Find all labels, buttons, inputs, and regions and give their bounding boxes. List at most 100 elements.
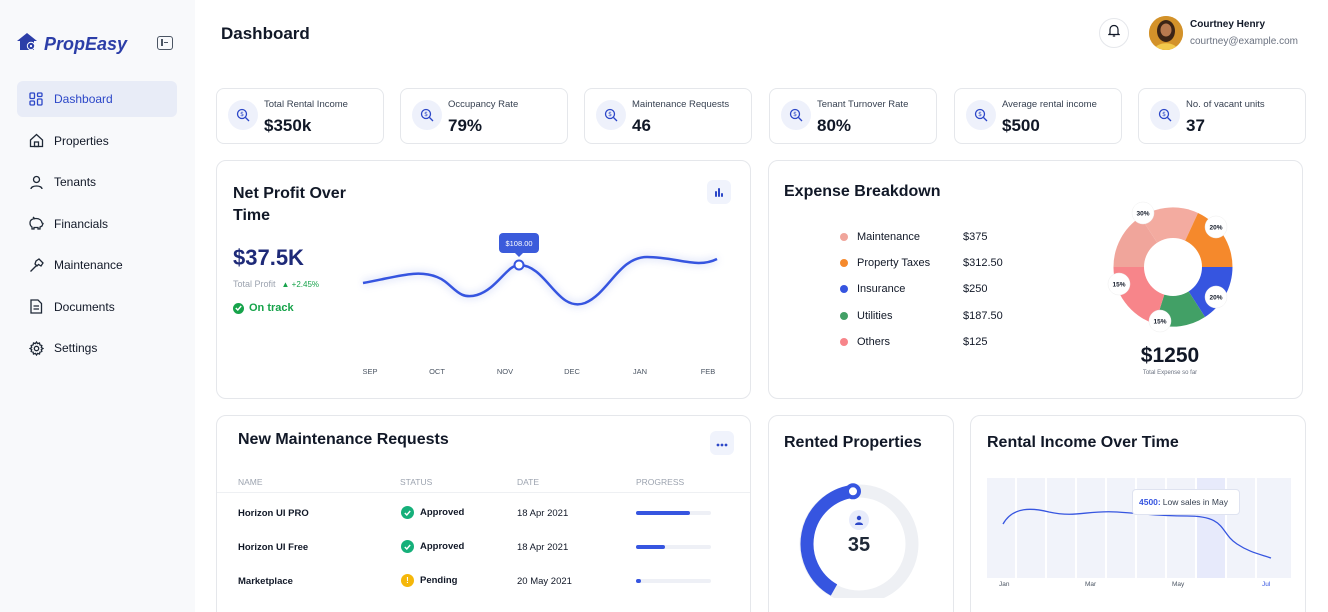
stat-card-vacant-units[interactable]: $ No. of vacant units 37 xyxy=(1138,88,1306,144)
month-label: NOV xyxy=(496,367,514,376)
gauge-fill-arc xyxy=(800,484,855,596)
net-profit-card: Net Profit Over Time $37.5K Total Profit… xyxy=(216,160,751,399)
sidebar-item-settings[interactable]: Settings xyxy=(17,330,177,366)
gear-icon xyxy=(28,340,44,356)
month-label: Jul xyxy=(1262,581,1271,588)
stat-card-tenant-turnover-rate[interactable]: $ Tenant Turnover Rate 80% xyxy=(769,88,937,144)
request-status: Approved xyxy=(401,506,464,519)
sidebar-item-properties[interactable]: Properties xyxy=(17,123,177,159)
warning-circle-icon: ! xyxy=(401,574,414,587)
rental-income-card: Rental Income Over Time 4500: Low sales … xyxy=(970,415,1306,612)
rented-properties-card: Rented Properties 35 xyxy=(768,415,954,612)
expense-name: Insurance xyxy=(857,283,906,295)
donut-slice-utilities xyxy=(1155,267,1205,327)
progress-bar xyxy=(636,579,711,583)
rented-value: 35 xyxy=(847,534,871,556)
sidebar-collapse-icon[interactable] xyxy=(157,36,173,50)
stat-value: $500 xyxy=(1002,116,1040,135)
month-label: SEP xyxy=(362,367,378,376)
progress-bar xyxy=(636,545,711,549)
maintenance-title: New Maintenance Requests xyxy=(238,431,449,448)
maintenance-requests-card: New Maintenance Requests NAME STATUS DAT… xyxy=(216,415,751,612)
column-header[interactable]: STATUS xyxy=(400,477,433,487)
month-label: JAN xyxy=(632,367,648,376)
svg-text:$: $ xyxy=(240,111,244,118)
user-email: courtney@example.com xyxy=(1190,36,1298,47)
rented-gauge xyxy=(799,483,919,598)
user-icon xyxy=(28,174,44,190)
request-status: ! Pending xyxy=(401,574,457,587)
sidebar-item-documents[interactable]: Documents xyxy=(17,289,177,325)
more-options-button[interactable] xyxy=(710,431,734,455)
table-divider xyxy=(217,492,750,493)
request-date: 18 Apr 2021 xyxy=(517,508,569,519)
sidebar-item-maintenance[interactable]: Maintenance xyxy=(17,247,177,283)
expense-value: $375 xyxy=(963,231,988,243)
brand-name: PropEasy xyxy=(44,34,128,54)
column-header[interactable]: DATE xyxy=(517,477,540,487)
search-dollar-icon: $ xyxy=(966,100,996,130)
sidebar-item-financials[interactable]: Financials xyxy=(17,206,177,242)
progress-bar xyxy=(636,511,711,515)
net-profit-tooltip: $108.00 xyxy=(499,233,539,257)
stat-card-total-rental-income[interactable]: $ Total Rental Income $350k xyxy=(216,88,384,144)
column-header[interactable]: NAME xyxy=(238,477,263,487)
stat-value: $350k xyxy=(264,116,312,135)
sidebar-item-dashboard[interactable]: Dashboard xyxy=(17,81,177,117)
search-dollar-icon: $ xyxy=(412,100,442,130)
stat-card-average-rental-income[interactable]: $ Average rental income $500 xyxy=(954,88,1122,144)
search-dollar-icon: $ xyxy=(1150,100,1180,130)
expense-name: Others xyxy=(857,336,891,348)
expense-value: $250 xyxy=(963,283,988,295)
svg-text:$: $ xyxy=(608,111,612,118)
rented-title: Rented Properties xyxy=(784,434,922,451)
svg-text:$: $ xyxy=(978,111,982,118)
brand-logo[interactable]: PropEasy xyxy=(16,32,127,57)
legend-dot xyxy=(840,285,848,293)
net-profit-change-value: +2.45% xyxy=(291,279,320,289)
avatar[interactable] xyxy=(1149,16,1183,50)
net-profit-value: $37.5K xyxy=(233,245,304,270)
request-status: Approved xyxy=(401,540,464,553)
net-profit-series-line xyxy=(362,255,718,306)
stat-value: 37 xyxy=(1186,116,1205,135)
stat-label: Maintenance Requests xyxy=(632,99,730,110)
month-label: Mar xyxy=(1085,581,1097,588)
net-profit-highlight-point xyxy=(513,259,525,271)
expense-title: Expense Breakdown xyxy=(784,183,941,200)
rental-income-tooltip: 4500: Low sales in May xyxy=(1132,489,1240,515)
sidebar-item-tenants[interactable]: Tenants xyxy=(17,164,177,200)
sidebar-nav: Dashboard Properties Tenants xyxy=(17,81,177,372)
bar-chart-icon[interactable] xyxy=(707,180,731,204)
notification-button[interactable] xyxy=(1099,18,1129,48)
search-dollar-icon: $ xyxy=(228,100,258,130)
sidebar-item-label: Tenants xyxy=(54,175,97,189)
hammer-icon xyxy=(28,257,44,273)
sidebar-item-label: Settings xyxy=(54,341,98,355)
legend-dot xyxy=(840,259,848,267)
home-icon xyxy=(28,133,44,149)
stat-value: 80% xyxy=(817,116,852,135)
document-icon xyxy=(28,299,44,315)
net-profit-title: Net Profit Over Time xyxy=(233,185,346,224)
user-name: Courtney Henry xyxy=(1190,19,1266,30)
stat-value: 79% xyxy=(448,116,483,135)
stat-label: Total Rental Income xyxy=(264,99,348,110)
slice-label: 20% xyxy=(1209,225,1222,232)
column-header[interactable]: PROGRESS xyxy=(636,477,685,487)
month-label: Jan xyxy=(999,581,1010,588)
expense-row: Maintenance $375 xyxy=(840,230,987,244)
stat-label: No. of vacant units xyxy=(1186,99,1265,110)
expense-row: Others $125 xyxy=(840,335,987,349)
month-label: May xyxy=(1172,581,1185,588)
stat-card-occupancy-rate[interactable]: $ Occupancy Rate 79% xyxy=(400,88,568,144)
expense-row: Property Taxes $312.50 xyxy=(840,256,1003,270)
expense-breakdown-card: Expense Breakdown Maintenance $375 Prope… xyxy=(768,160,1303,399)
sidebar-item-label: Dashboard xyxy=(54,92,113,106)
status-text: Approved xyxy=(420,541,465,552)
stat-card-maintenance-requests[interactable]: $ Maintenance Requests 46 xyxy=(584,88,752,144)
page-title: Dashboard xyxy=(221,24,310,43)
expense-name: Utilities xyxy=(857,310,893,322)
tooltip-text: Low sales in May xyxy=(1162,497,1228,507)
expense-value: $125 xyxy=(963,336,988,348)
